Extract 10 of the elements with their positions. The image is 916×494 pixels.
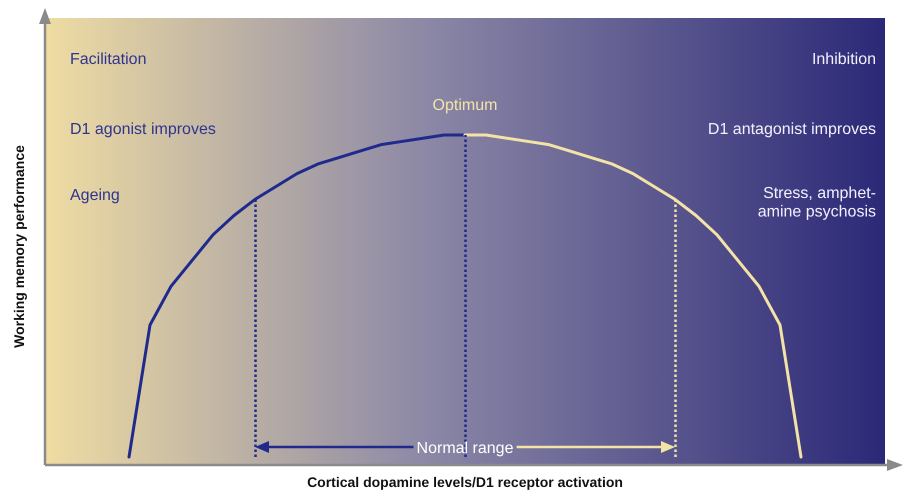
annotation: D1 agonist improves xyxy=(70,121,216,138)
text: Inhibition xyxy=(812,51,876,68)
annotation: D1 antagonist improves xyxy=(708,121,876,138)
text: Facilitation xyxy=(70,51,146,68)
annotation: Normal range xyxy=(416,440,514,457)
annotation: Stress, amphet- amine psychosis xyxy=(758,185,876,220)
y-axis-title: Working memory performance xyxy=(11,144,27,348)
x-axis-title: Cortical dopamine levels/D1 receptor activation xyxy=(307,474,623,490)
annotation: Ageing xyxy=(70,187,120,204)
text: Optimum xyxy=(432,97,498,114)
